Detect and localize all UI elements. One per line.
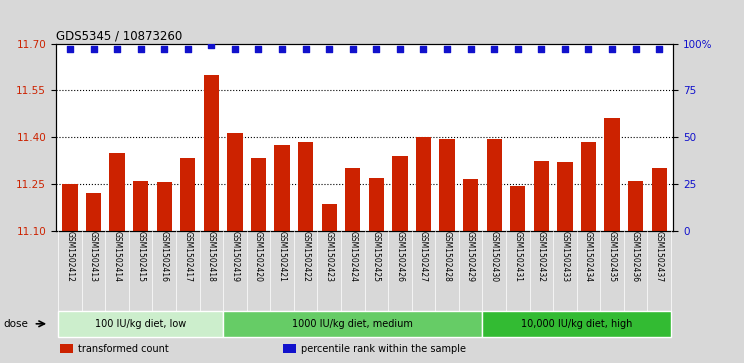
Point — [111, 46, 123, 52]
Bar — [345, 168, 360, 231]
Bar — [533, 160, 549, 231]
Text: GSM1502434: GSM1502434 — [584, 231, 593, 282]
Point — [606, 46, 618, 52]
Text: GSM1502431: GSM1502431 — [513, 231, 522, 282]
Bar — [204, 75, 219, 231]
Text: GSM1502432: GSM1502432 — [537, 231, 546, 282]
Bar — [227, 132, 243, 231]
Text: GSM1502422: GSM1502422 — [301, 231, 310, 282]
Bar — [321, 204, 337, 231]
Point — [536, 46, 548, 52]
Bar — [581, 142, 596, 231]
Point — [205, 42, 217, 48]
Point — [465, 46, 477, 52]
Point — [488, 46, 500, 52]
Bar — [440, 139, 455, 231]
Text: GSM1502417: GSM1502417 — [183, 231, 192, 282]
Text: GDS5345 / 10873260: GDS5345 / 10873260 — [56, 29, 182, 42]
Text: GSM1502430: GSM1502430 — [490, 231, 498, 282]
Bar — [156, 183, 172, 231]
Text: 1000 IU/kg diet, medium: 1000 IU/kg diet, medium — [292, 319, 413, 329]
Text: GSM1502413: GSM1502413 — [89, 231, 98, 282]
Text: GSM1502425: GSM1502425 — [372, 231, 381, 282]
Point — [371, 46, 382, 52]
Text: 100 IU/kg diet, low: 100 IU/kg diet, low — [95, 319, 186, 329]
Bar — [275, 145, 289, 231]
Text: GSM1502424: GSM1502424 — [348, 231, 357, 282]
Bar — [652, 168, 667, 231]
Text: GSM1502428: GSM1502428 — [443, 231, 452, 282]
Bar — [223, 311, 482, 337]
Point — [182, 46, 193, 52]
Bar — [604, 118, 620, 231]
Point — [158, 46, 170, 52]
Point — [64, 46, 76, 52]
Text: GSM1502436: GSM1502436 — [631, 231, 640, 282]
Point — [323, 46, 335, 52]
Bar — [482, 311, 671, 337]
Bar — [109, 153, 125, 231]
Bar — [251, 158, 266, 231]
Text: GSM1502437: GSM1502437 — [655, 231, 664, 282]
Bar — [62, 184, 77, 231]
Point — [583, 46, 594, 52]
Point — [252, 46, 264, 52]
Bar — [86, 193, 101, 231]
Point — [441, 46, 453, 52]
Text: GSM1502435: GSM1502435 — [608, 231, 617, 282]
Point — [88, 46, 100, 52]
Bar — [60, 344, 73, 354]
Text: GSM1502433: GSM1502433 — [560, 231, 569, 282]
Text: GSM1502420: GSM1502420 — [254, 231, 263, 282]
Point — [276, 46, 288, 52]
Text: 10,000 IU/kg diet, high: 10,000 IU/kg diet, high — [521, 319, 632, 329]
Bar — [463, 179, 478, 231]
Text: GSM1502415: GSM1502415 — [136, 231, 145, 282]
Bar — [58, 311, 223, 337]
Bar — [487, 139, 502, 231]
Bar — [180, 158, 196, 231]
Point — [512, 46, 524, 52]
Point — [135, 46, 147, 52]
Bar — [369, 178, 384, 231]
Text: GSM1502423: GSM1502423 — [324, 231, 334, 282]
Bar — [628, 181, 644, 231]
Point — [394, 46, 406, 52]
Text: GSM1502416: GSM1502416 — [160, 231, 169, 282]
Bar — [392, 156, 408, 231]
Text: GSM1502418: GSM1502418 — [207, 231, 216, 282]
Text: GSM1502421: GSM1502421 — [278, 231, 286, 282]
Point — [417, 46, 429, 52]
Text: GSM1502427: GSM1502427 — [419, 231, 428, 282]
Text: percentile rank within the sample: percentile rank within the sample — [301, 344, 466, 354]
Point — [229, 46, 241, 52]
Bar — [510, 185, 525, 231]
Bar — [133, 181, 148, 231]
Bar — [416, 137, 431, 231]
Point — [629, 46, 641, 52]
Point — [559, 46, 571, 52]
Text: transformed count: transformed count — [78, 344, 169, 354]
Text: GSM1502426: GSM1502426 — [395, 231, 405, 282]
Text: GSM1502414: GSM1502414 — [112, 231, 121, 282]
Bar — [557, 162, 573, 231]
Text: GSM1502412: GSM1502412 — [65, 231, 74, 282]
Point — [653, 46, 665, 52]
Text: GSM1502419: GSM1502419 — [231, 231, 240, 282]
Text: GSM1502429: GSM1502429 — [466, 231, 475, 282]
Point — [347, 46, 359, 52]
Bar — [283, 344, 296, 354]
Bar — [298, 142, 313, 231]
Point — [300, 46, 312, 52]
Text: dose: dose — [3, 319, 28, 329]
